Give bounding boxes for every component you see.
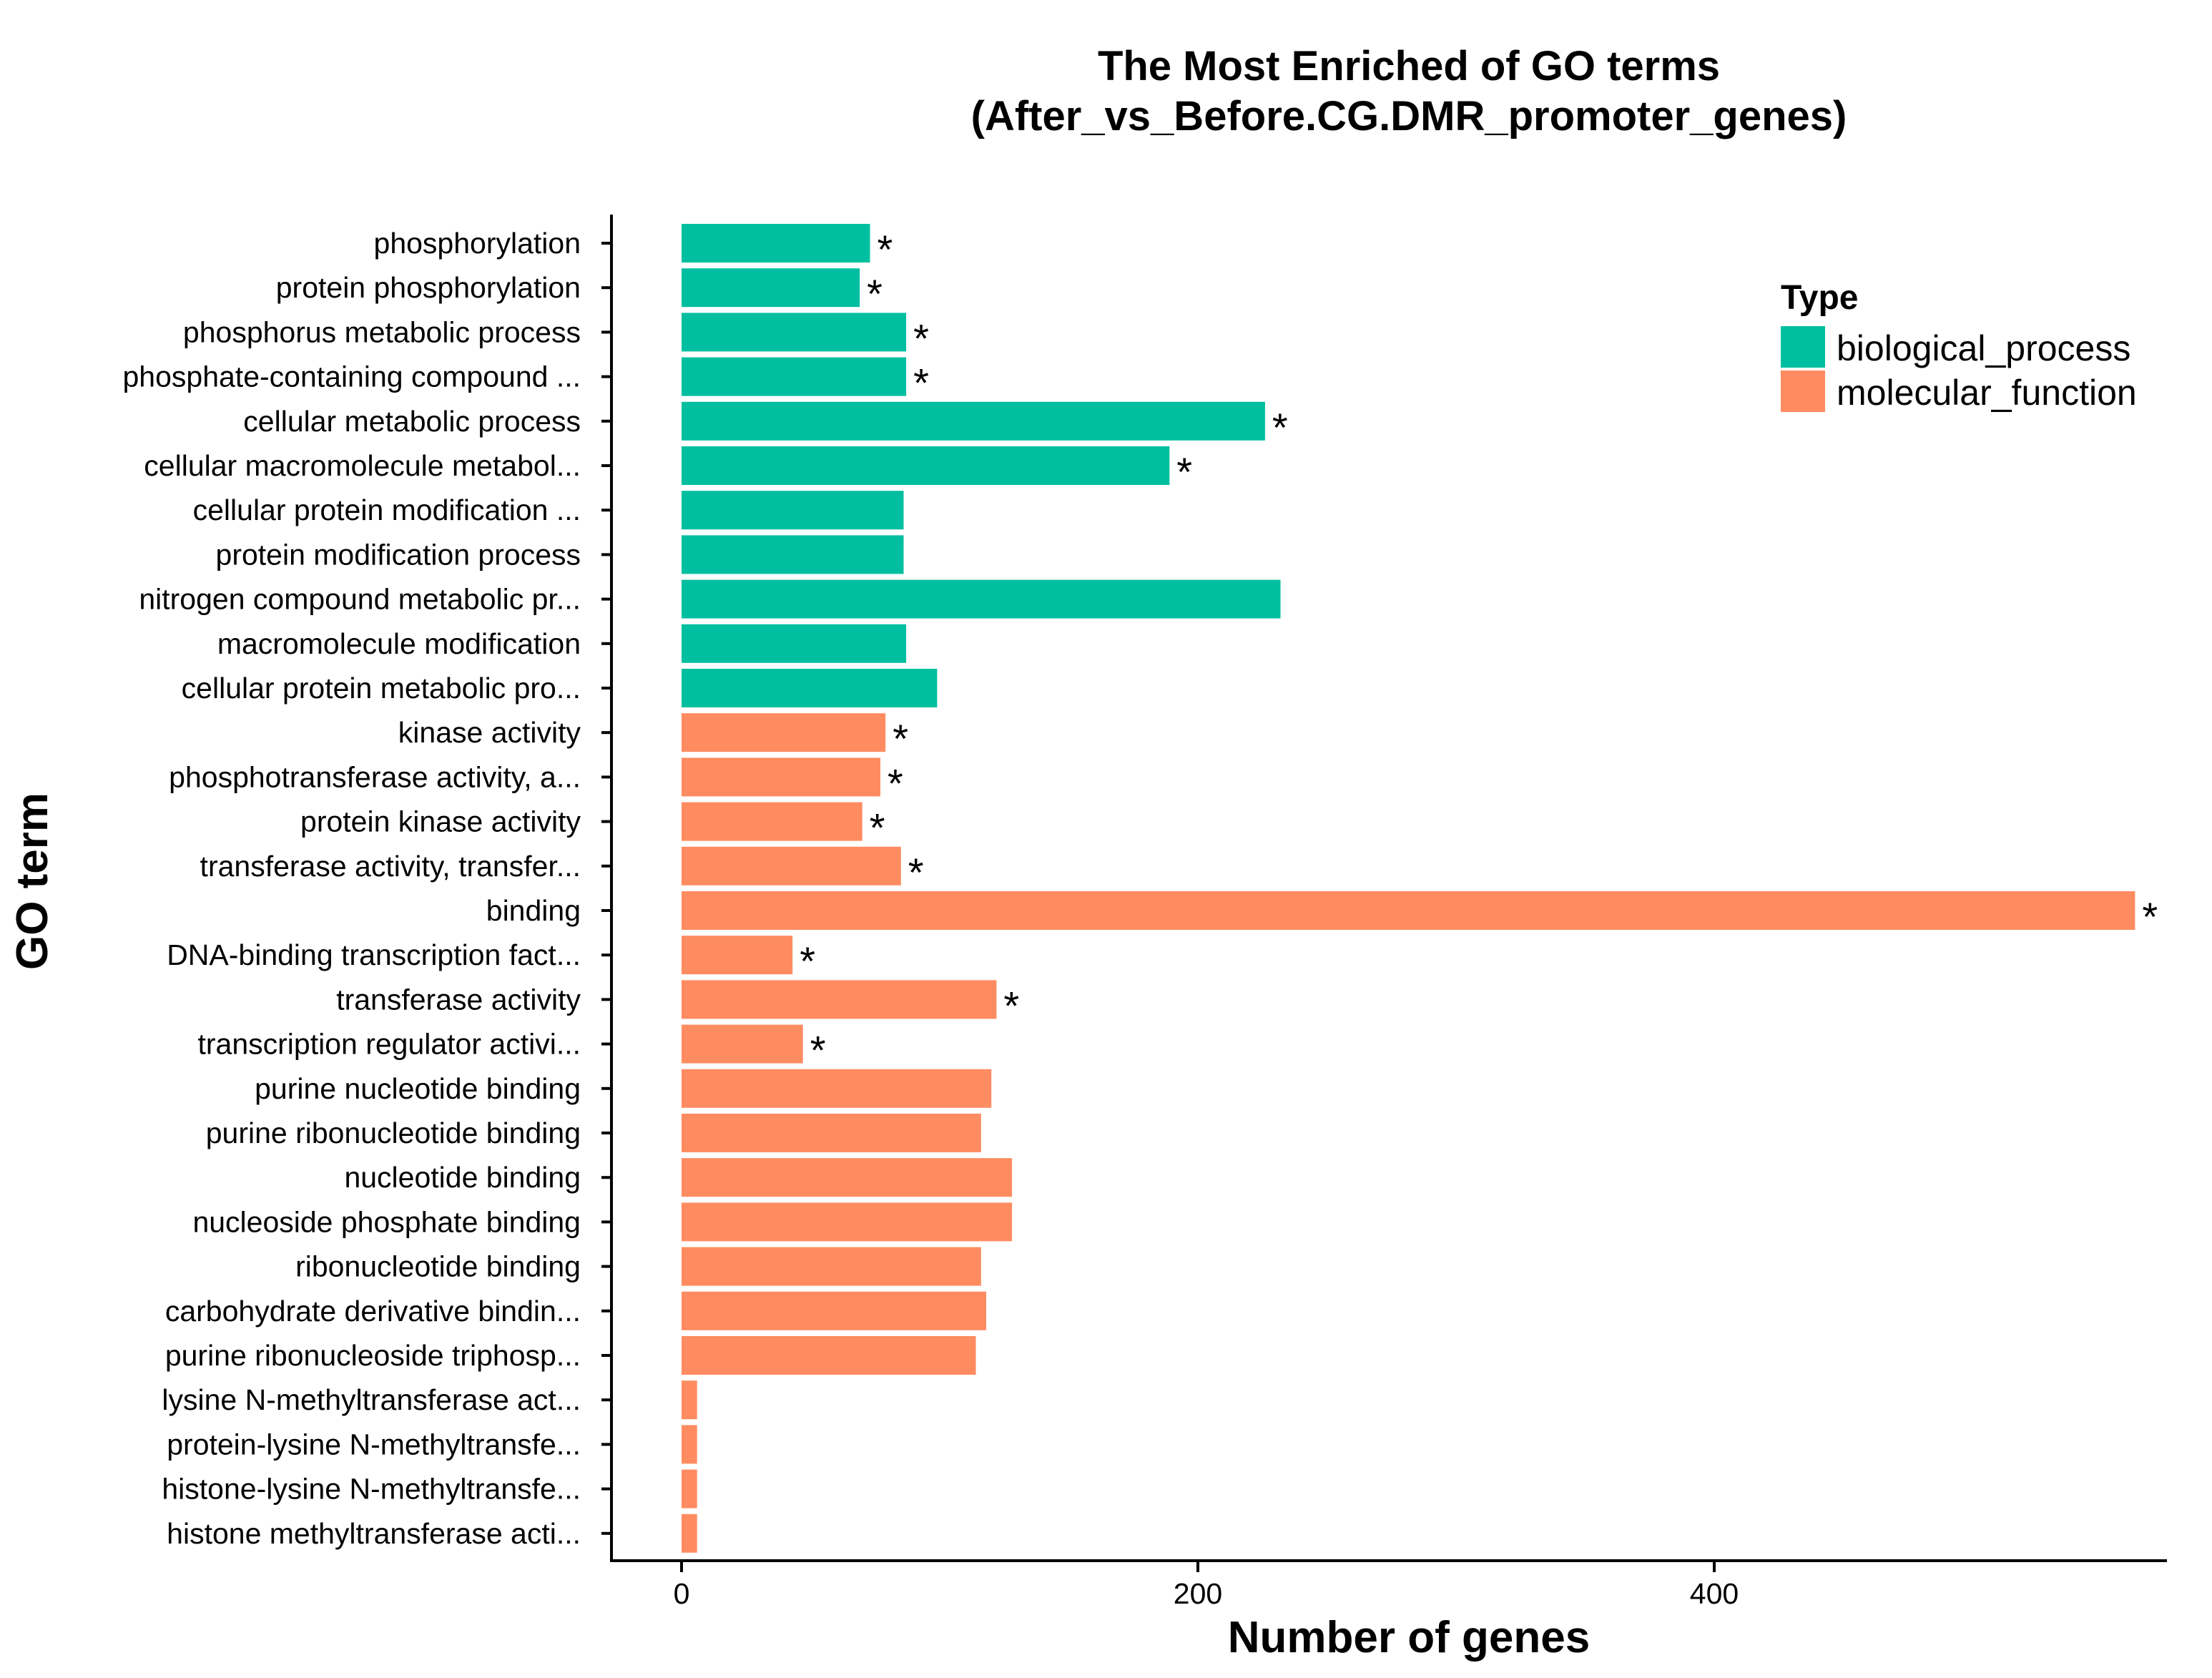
significance-marker: * bbox=[878, 227, 893, 272]
category-label: cellular protein metabolic pro... bbox=[182, 672, 581, 705]
bar bbox=[682, 1202, 1013, 1242]
category-label: ribonucleotide binding bbox=[295, 1250, 581, 1283]
significance-marker: * bbox=[2142, 894, 2158, 939]
significance-markers-group: ************** bbox=[800, 227, 2158, 1073]
bar bbox=[682, 891, 2135, 930]
bar bbox=[682, 757, 880, 797]
significance-marker: * bbox=[913, 360, 929, 406]
category-label: cellular macromolecule metabol... bbox=[144, 449, 581, 482]
bar bbox=[682, 224, 870, 263]
bar bbox=[682, 1069, 992, 1108]
axes-group: 0 200 400 bbox=[601, 215, 2167, 1610]
bar bbox=[682, 313, 907, 352]
category-label: kinase activity bbox=[398, 716, 581, 749]
bar bbox=[682, 669, 938, 707]
bar bbox=[682, 401, 1265, 441]
bar bbox=[682, 357, 907, 396]
legend-label-molecular-function: molecular_function bbox=[1837, 373, 2137, 413]
bar bbox=[682, 1469, 697, 1508]
bar bbox=[682, 846, 901, 885]
legend-swatch-biological-process bbox=[1781, 326, 1825, 368]
category-label: nitrogen compound metabolic pr... bbox=[139, 583, 581, 616]
bar bbox=[682, 1247, 981, 1286]
category-labels-group: phosphorylation protein phosphorylation ph… bbox=[122, 227, 581, 1550]
category-label: cellular metabolic process bbox=[243, 405, 581, 438]
category-label: lysine N-methyltransferase act... bbox=[162, 1383, 581, 1416]
bar bbox=[682, 1425, 697, 1464]
category-label: DNA-binding transcription fact... bbox=[167, 938, 581, 971]
category-label: phosphotransferase activity, a... bbox=[169, 760, 581, 793]
category-label: phosphorus metabolic process bbox=[183, 315, 581, 348]
bar bbox=[682, 268, 860, 308]
bar bbox=[682, 713, 886, 752]
category-label: purine ribonucleotide binding bbox=[206, 1117, 581, 1149]
category-label: protein kinase activity bbox=[300, 805, 581, 838]
bar bbox=[682, 1024, 803, 1064]
legend: Type biological_process molecular_functi… bbox=[1781, 279, 2137, 413]
category-label: histone-lysine N-methyltransfe... bbox=[162, 1473, 581, 1506]
bar bbox=[682, 1336, 976, 1375]
bar bbox=[682, 1114, 981, 1152]
bar bbox=[682, 1158, 1013, 1197]
chart-title: The Most Enriched of GO terms bbox=[1098, 43, 1720, 89]
bar bbox=[682, 579, 1281, 619]
significance-marker: * bbox=[810, 1028, 826, 1073]
category-label: protein-lysine N-methyltransfe... bbox=[167, 1428, 581, 1461]
x-tick-label: 400 bbox=[1690, 1577, 1739, 1610]
significance-marker: * bbox=[1272, 405, 1288, 450]
category-label: protein modification process bbox=[216, 538, 581, 571]
category-label: nucleoside phosphate binding bbox=[192, 1205, 581, 1238]
category-label: protein phosphorylation bbox=[276, 271, 581, 304]
category-label: carbohydrate derivative bindin... bbox=[165, 1295, 581, 1328]
category-label: binding bbox=[486, 894, 581, 927]
category-label: histone methyltransferase acti... bbox=[167, 1517, 581, 1550]
significance-marker: * bbox=[913, 315, 929, 360]
significance-marker: * bbox=[893, 716, 908, 761]
significance-marker: * bbox=[870, 805, 885, 850]
bar bbox=[682, 936, 793, 975]
chart-subtitle: (After_vs_Before.CG.DMR_promoter_genes) bbox=[971, 93, 1847, 139]
category-label: purine nucleotide binding bbox=[255, 1072, 581, 1105]
significance-marker: * bbox=[888, 760, 903, 805]
bar bbox=[682, 1513, 697, 1553]
significance-marker: * bbox=[867, 271, 883, 316]
significance-marker: * bbox=[1003, 983, 1019, 1028]
bar bbox=[682, 491, 904, 530]
legend-title: Type bbox=[1781, 279, 1858, 317]
category-label: transcription regulator activi... bbox=[197, 1028, 581, 1061]
category-label: phosphate-containing compound ... bbox=[122, 360, 581, 393]
x-tick-label: 0 bbox=[674, 1577, 690, 1610]
category-label: macromolecule modification bbox=[217, 627, 581, 660]
x-axis-title: Number of genes bbox=[1228, 1613, 1590, 1662]
bar bbox=[682, 446, 1170, 485]
legend-label-biological-process: biological_process bbox=[1837, 328, 2130, 368]
category-label: cellular protein modification ... bbox=[193, 494, 581, 526]
category-label: phosphorylation bbox=[374, 227, 581, 260]
bar bbox=[682, 980, 997, 1019]
category-label: transferase activity bbox=[336, 983, 581, 1016]
bar bbox=[682, 802, 862, 841]
significance-marker: * bbox=[1176, 449, 1192, 494]
bar bbox=[682, 1291, 986, 1330]
significance-marker: * bbox=[908, 850, 924, 895]
bar bbox=[682, 535, 904, 574]
y-axis-title: GO term bbox=[8, 793, 57, 970]
category-label: purine ribonucleoside triphosp... bbox=[165, 1339, 581, 1372]
bar bbox=[682, 1380, 697, 1420]
category-label: transferase activity, transfer... bbox=[200, 850, 581, 883]
x-tick-label: 200 bbox=[1174, 1577, 1222, 1610]
category-label: nucleotide binding bbox=[344, 1161, 581, 1194]
significance-marker: * bbox=[800, 938, 815, 983]
bar bbox=[682, 624, 907, 663]
bars-group bbox=[682, 224, 2135, 1553]
legend-swatch-molecular-function bbox=[1781, 371, 1825, 412]
